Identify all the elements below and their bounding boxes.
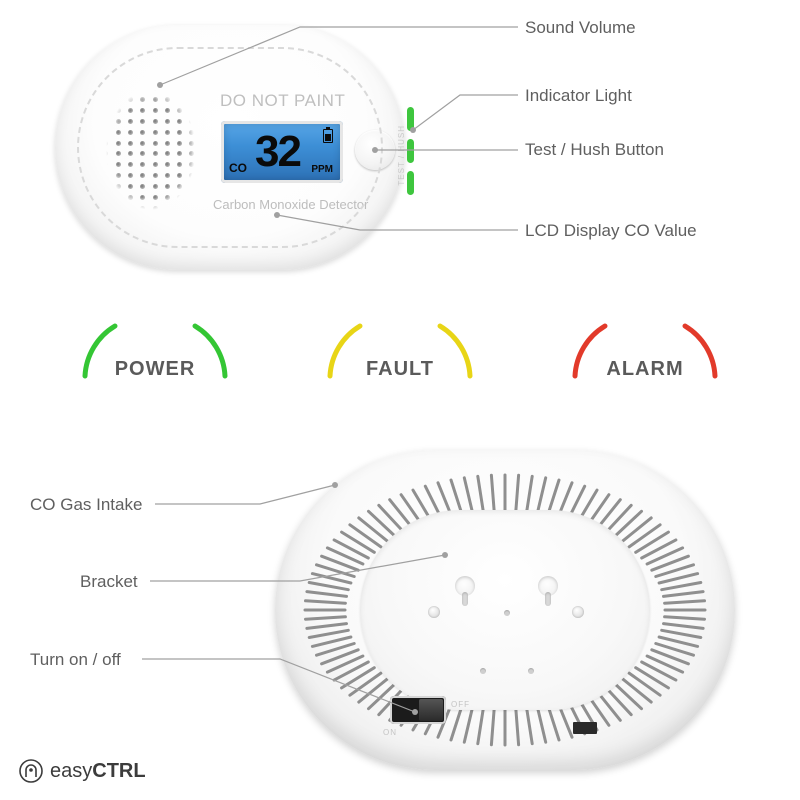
lcd-unit: PPM bbox=[311, 164, 333, 175]
brand-logo: easyCTRL bbox=[18, 758, 146, 784]
lcd-co-label: CO bbox=[229, 161, 247, 175]
callout-test-hush: Test / Hush Button bbox=[525, 140, 664, 160]
status-power-label: POWER bbox=[45, 358, 265, 381]
indicator-led bbox=[407, 107, 414, 131]
lcd-value: 32 bbox=[255, 127, 300, 177]
test-hush-button[interactable] bbox=[355, 130, 395, 170]
status-power: POWER bbox=[45, 310, 265, 381]
keyhole-slot bbox=[455, 576, 475, 596]
logo-prefix: easy bbox=[50, 760, 92, 782]
detector-label: Carbon Monoxide Detector bbox=[213, 197, 368, 212]
logo-icon bbox=[18, 758, 44, 784]
switch-off-label: OFF bbox=[451, 700, 470, 709]
device-back: OFF ON bbox=[275, 450, 735, 770]
keyhole-slot bbox=[538, 576, 558, 596]
battery-icon bbox=[323, 129, 333, 143]
mounting-plate bbox=[360, 510, 650, 710]
status-alarm-label: ALARM bbox=[535, 358, 755, 381]
screw-icon bbox=[428, 606, 440, 618]
status-row: POWER FAULT ALARM bbox=[0, 310, 800, 410]
switch-on-label: ON bbox=[383, 728, 397, 737]
status-fault-label: FAULT bbox=[290, 358, 510, 381]
callout-lcd-value: LCD Display CO Value bbox=[525, 221, 697, 241]
hole-icon bbox=[528, 668, 534, 674]
callout-indicator-light: Indicator Light bbox=[525, 86, 632, 106]
status-alarm: ALARM bbox=[535, 310, 755, 381]
device-front: DO NOT PAINT CO 32 PPM Carbon Monoxide D… bbox=[55, 25, 405, 270]
on-off-switch[interactable] bbox=[390, 696, 446, 724]
test-hush-side-text: TEST / HUSH bbox=[397, 125, 406, 186]
indicator-leds bbox=[407, 107, 414, 195]
callout-bracket: Bracket bbox=[80, 572, 138, 592]
callout-turn-on-off: Turn on / off bbox=[30, 650, 121, 670]
back-slot bbox=[573, 722, 597, 734]
indicator-led bbox=[407, 139, 414, 163]
callout-sound-volume: Sound Volume bbox=[525, 18, 636, 38]
lcd-display: CO 32 PPM bbox=[221, 121, 343, 183]
hole-icon bbox=[480, 668, 486, 674]
hole-icon bbox=[504, 610, 510, 616]
logo-text: easyCTRL bbox=[50, 760, 146, 783]
indicator-led bbox=[407, 171, 414, 195]
status-fault: FAULT bbox=[290, 310, 510, 381]
screw-icon bbox=[572, 606, 584, 618]
infographic-canvas: DO NOT PAINT CO 32 PPM Carbon Monoxide D… bbox=[0, 0, 800, 800]
do-not-paint-label: DO NOT PAINT bbox=[220, 91, 345, 111]
callout-co-intake: CO Gas Intake bbox=[30, 495, 142, 515]
speaker-grille bbox=[91, 75, 211, 225]
logo-bold: CTRL bbox=[92, 760, 145, 782]
